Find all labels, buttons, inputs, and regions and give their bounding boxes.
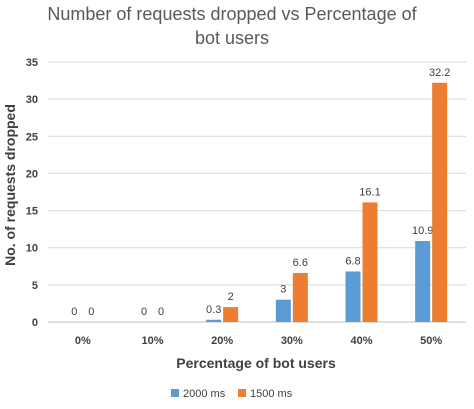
bar	[345, 271, 361, 322]
legend-label: 1500 ms	[250, 388, 293, 400]
data-label: 16.1	[359, 186, 380, 198]
bar	[223, 307, 239, 322]
x-tick-label: 30%	[281, 335, 303, 347]
data-label: 0	[158, 306, 164, 318]
legend-swatch	[238, 389, 246, 397]
y-tick-label: 10	[26, 243, 38, 255]
data-label: 0	[88, 306, 94, 318]
bar	[415, 241, 431, 322]
data-label: 6.8	[345, 255, 360, 267]
x-axis-title: Percentage of bot users	[176, 355, 336, 371]
x-tick-label: 10%	[141, 335, 163, 347]
bar	[275, 299, 291, 322]
x-tick-label: 20%	[211, 335, 233, 347]
y-tick-label: 5	[32, 280, 38, 292]
chart-title-line-2: bot users	[195, 28, 269, 48]
bar	[432, 82, 448, 322]
y-axis-title: No. of requests dropped	[2, 104, 18, 266]
x-tick-label: 0%	[75, 335, 91, 347]
y-tick-label: 35	[26, 57, 38, 69]
legend: 2000 ms 1500 ms	[171, 388, 293, 400]
y-tick-label: 15	[26, 206, 38, 218]
data-label: 32.2	[429, 67, 450, 79]
x-axis-ticks: 0% 10% 20% 30% 40% 50%	[75, 335, 443, 347]
x-tick-label: 40%	[350, 335, 372, 347]
gridlines	[48, 61, 466, 323]
bar	[206, 319, 222, 322]
y-tick-label: 0	[32, 317, 38, 329]
data-label: 3	[280, 284, 286, 296]
data-label: 0	[71, 306, 77, 318]
data-label: 6.6	[293, 257, 308, 269]
chart-title-line-1: Number of requests dropped vs Percentage…	[47, 4, 417, 24]
y-axis-ticks: 0 5 10 15 20 25 30 35	[26, 57, 38, 329]
data-label: 10.9	[412, 225, 433, 237]
data-label: 0	[141, 306, 147, 318]
legend-label: 2000 ms	[183, 388, 226, 400]
y-tick-label: 25	[26, 131, 38, 143]
legend-swatch	[171, 389, 179, 397]
x-tick-label: 50%	[420, 335, 442, 347]
y-tick-label: 20	[26, 168, 38, 180]
data-label: 2	[228, 291, 234, 303]
bar	[292, 272, 308, 322]
y-tick-label: 30	[26, 94, 38, 106]
data-label: 0.3	[206, 304, 221, 316]
bar	[362, 202, 378, 322]
